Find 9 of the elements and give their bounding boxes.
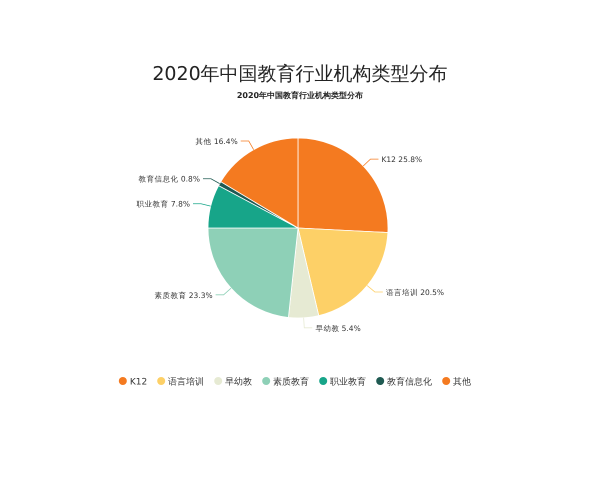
legend-label: 其他	[453, 376, 472, 388]
chart-subtitle: 2020年中国教育行业机构类型分布	[236, 90, 364, 100]
legend-label: 早幼教	[225, 376, 252, 388]
legend-label: 教育信息化	[387, 376, 432, 388]
legend-label: 职业教育	[330, 376, 366, 388]
legend-label: 素质教育	[273, 376, 310, 388]
legend-label: 语言培训	[168, 376, 204, 388]
chart-title: 2020年中国教育行业机构类型分布	[152, 63, 448, 85]
legend-label: K12	[130, 378, 148, 388]
